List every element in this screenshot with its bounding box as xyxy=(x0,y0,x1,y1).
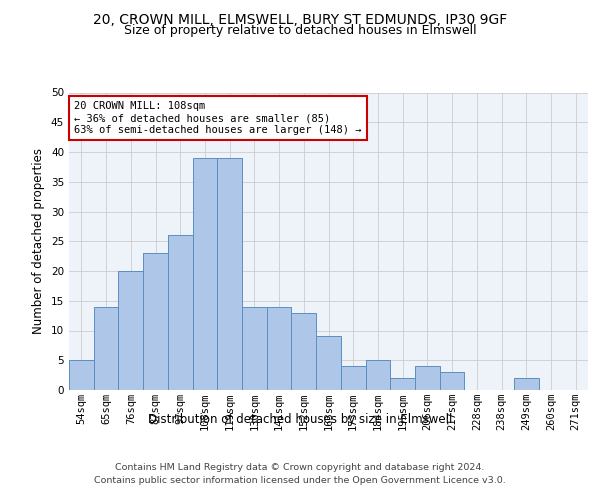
Bar xyxy=(242,306,267,390)
Text: Size of property relative to detached houses in Elmswell: Size of property relative to detached ho… xyxy=(124,24,476,37)
Bar xyxy=(390,378,415,390)
Text: 20 CROWN MILL: 108sqm
← 36% of detached houses are smaller (85)
63% of semi-deta: 20 CROWN MILL: 108sqm ← 36% of detached … xyxy=(74,102,362,134)
Text: 20, CROWN MILL, ELMSWELL, BURY ST EDMUNDS, IP30 9GF: 20, CROWN MILL, ELMSWELL, BURY ST EDMUND… xyxy=(93,12,507,26)
Bar xyxy=(341,366,365,390)
Bar xyxy=(514,378,539,390)
Bar xyxy=(440,372,464,390)
Bar xyxy=(94,306,118,390)
Bar xyxy=(118,271,143,390)
Bar xyxy=(415,366,440,390)
Text: Contains HM Land Registry data © Crown copyright and database right 2024.: Contains HM Land Registry data © Crown c… xyxy=(115,462,485,471)
Bar xyxy=(292,312,316,390)
Bar xyxy=(316,336,341,390)
Bar xyxy=(143,253,168,390)
Bar xyxy=(365,360,390,390)
Bar xyxy=(193,158,217,390)
Y-axis label: Number of detached properties: Number of detached properties xyxy=(32,148,46,334)
Text: Contains public sector information licensed under the Open Government Licence v3: Contains public sector information licen… xyxy=(94,476,506,485)
Bar xyxy=(217,158,242,390)
Bar xyxy=(69,360,94,390)
Text: Distribution of detached houses by size in Elmswell: Distribution of detached houses by size … xyxy=(148,412,452,426)
Bar xyxy=(168,236,193,390)
Bar xyxy=(267,306,292,390)
